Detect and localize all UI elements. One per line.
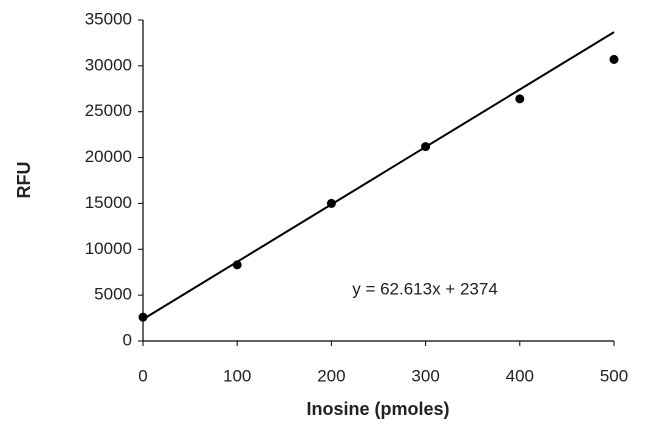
x-tick-label: 100	[223, 366, 251, 385]
data-point	[421, 142, 431, 152]
equation-annotation: y = 62.613x + 2374	[352, 279, 498, 298]
y-tick-label: 10000	[85, 239, 132, 258]
data-point	[232, 260, 242, 270]
x-tick-label: 300	[411, 366, 439, 385]
x-tick-label: 500	[600, 366, 628, 385]
data-point	[326, 198, 336, 208]
y-tick-label: 15000	[85, 193, 132, 212]
y-tick-label: 25000	[85, 101, 132, 120]
x-tick-label: 400	[506, 366, 534, 385]
y-tick-label: 20000	[85, 147, 132, 166]
y-tick-label: 30000	[85, 55, 132, 74]
y-tick-label: 0	[123, 330, 132, 349]
y-tick-label: 5000	[94, 285, 132, 304]
data-point	[138, 312, 148, 322]
data-point	[515, 94, 525, 104]
x-tick-label: 0	[138, 366, 147, 385]
data-point	[609, 54, 619, 64]
y-tick-label: 35000	[85, 9, 132, 28]
y-axis-title: RFU	[14, 162, 34, 199]
trendline	[142, 31, 615, 321]
x-axis-title: Inosine (pmoles)	[306, 399, 449, 419]
x-tick-label: 200	[317, 366, 345, 385]
